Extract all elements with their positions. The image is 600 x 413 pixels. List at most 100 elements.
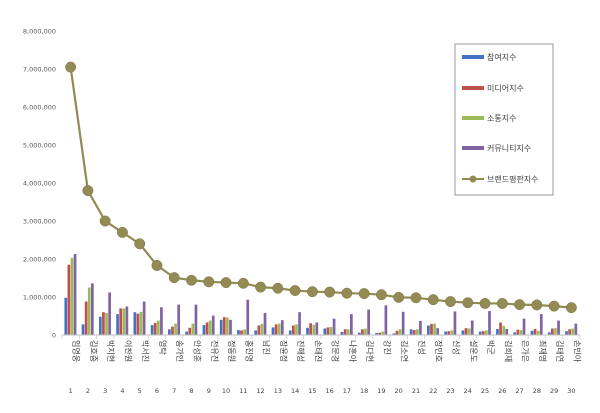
bar: [260, 323, 264, 335]
line-point: [203, 276, 215, 288]
x-category-label: 송가인: [175, 340, 185, 362]
x-rank-label: 2: [86, 387, 90, 395]
line-point: [306, 286, 318, 298]
x-rank-label: 29: [550, 387, 558, 395]
bar: [427, 325, 430, 335]
x-rank-label: 21: [412, 387, 420, 395]
bar: [547, 332, 551, 335]
bar: [119, 308, 123, 335]
bar: [257, 325, 261, 335]
bar: [67, 264, 71, 335]
legend-label: 커뮤니티지수: [487, 143, 531, 153]
y-axis: 0 1,000,000 2,000,000 3,000,000 4,000,000 5,0…: [23, 28, 56, 340]
bar: [277, 323, 281, 335]
bar: [481, 331, 485, 335]
x-category-label: 전유진: [210, 340, 220, 362]
bar: [398, 329, 402, 335]
line-point: [462, 297, 474, 309]
bar: [346, 329, 350, 335]
legend-swatch-marker: [469, 175, 477, 183]
legend-swatch: [462, 146, 484, 150]
x-rank-label: 23: [446, 387, 454, 395]
line-point: [393, 291, 405, 303]
bar: [298, 312, 301, 335]
bar: [464, 328, 468, 335]
line-point: [445, 296, 456, 308]
x-rank-label: 1: [69, 387, 73, 395]
bar: [219, 319, 223, 335]
line-point: [186, 274, 197, 286]
line-point: [99, 215, 111, 227]
bar: [430, 323, 433, 335]
x-category-label: 김소연: [400, 340, 410, 362]
x-category-label: 김희재: [503, 340, 513, 362]
bar: [378, 332, 382, 335]
bar: [496, 328, 499, 335]
x-category-label: 정동원: [227, 340, 237, 362]
bar: [467, 328, 471, 335]
x-rank-label: 19: [377, 387, 385, 395]
bar: [444, 331, 447, 335]
x-rank-label: 6: [155, 387, 159, 395]
bar: [519, 330, 523, 335]
line-point: [116, 226, 128, 238]
bar: [326, 327, 330, 335]
bar: [105, 312, 108, 335]
x-rank-label: 18: [360, 387, 368, 395]
x-category-label: 임영웅: [72, 340, 82, 362]
x-axis: 임영웅 1 김호중 2 박지현 3 이찬원 4 박서진 5 영탁 6 송가인 7 안성훈 8 전유진 9 정동원 10…: [61, 334, 582, 395]
bar: [188, 327, 192, 335]
legend-label: 참여지수: [487, 52, 516, 62]
bar: [419, 320, 422, 335]
x-category-label: 이찬원: [123, 340, 133, 362]
line-point: [341, 287, 353, 299]
bar: [84, 301, 88, 335]
x-category-label: 진성: [417, 340, 427, 355]
x-rank-label: 27: [515, 387, 523, 395]
bar: [171, 326, 174, 335]
bar: [177, 304, 181, 335]
line-point: [410, 292, 422, 304]
bar: [205, 322, 209, 335]
line-point: [134, 238, 146, 250]
x-rank-label: 10: [222, 387, 230, 395]
bar: [412, 330, 416, 335]
x-category-label: 김태연: [555, 340, 565, 362]
x-category-label: 남진: [262, 340, 272, 355]
line-point: [289, 285, 301, 296]
bar: [568, 329, 571, 335]
line-point: [220, 277, 232, 289]
x-category-label: 강문경: [331, 340, 341, 362]
bar: [340, 331, 344, 335]
bar: [447, 331, 451, 335]
bar: [156, 320, 160, 335]
bar: [246, 299, 250, 335]
bar: [73, 254, 77, 335]
line-point: [548, 300, 560, 312]
y-tick-label: 6,000,000: [23, 104, 56, 112]
bar: [516, 329, 520, 335]
bar: [160, 307, 163, 335]
legend-label: 소통지수: [487, 114, 516, 123]
line-point: [479, 298, 491, 309]
x-rank-label: 13: [274, 387, 282, 395]
bar: [539, 314, 543, 335]
y-tick-label: 1,000,000: [23, 294, 56, 302]
x-rank-label: 5: [138, 387, 142, 395]
bar: [211, 315, 215, 335]
x-category-label: 은가은: [521, 340, 530, 362]
bar: [102, 312, 105, 335]
bar: [312, 324, 316, 335]
bar: [81, 324, 85, 335]
x-rank-label: 9: [207, 387, 211, 395]
x-rank-label: 11: [239, 387, 247, 395]
x-rank-label: 12: [256, 387, 264, 395]
bar: [229, 319, 232, 335]
x-category-label: 신성: [452, 340, 461, 355]
x-rank-label: 28: [533, 387, 541, 395]
bar: [401, 311, 405, 335]
bar: [136, 313, 140, 335]
legend-swatch: [462, 116, 484, 120]
bar: [565, 331, 568, 335]
